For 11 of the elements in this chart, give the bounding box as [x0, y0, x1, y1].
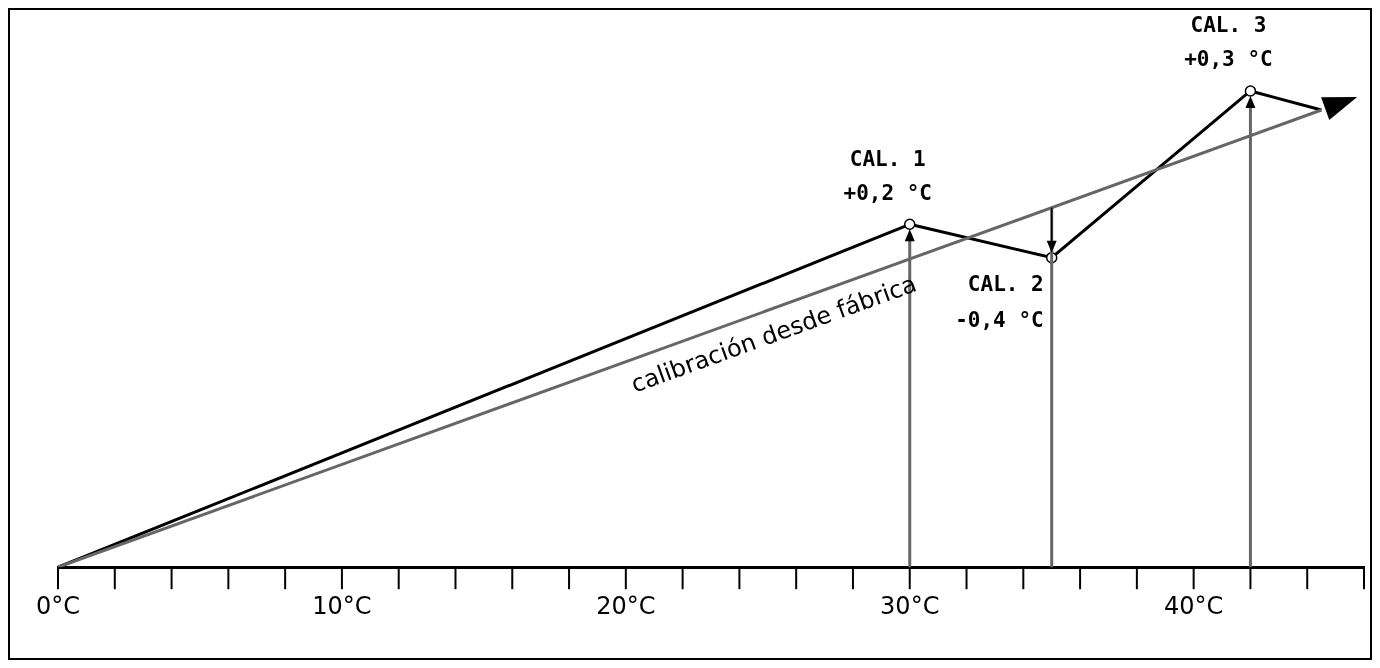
- x-tick-label: 0°C: [36, 591, 81, 620]
- annotation: CAL. 1: [849, 146, 926, 171]
- x-tick-label: 10°C: [312, 591, 372, 620]
- x-tick-label: 20°C: [596, 591, 656, 620]
- x-tick-label: 40°C: [1164, 591, 1224, 620]
- annotation: CAL. 2: [967, 272, 1044, 297]
- annotation: +0,2 °C: [843, 180, 932, 205]
- annotation: -0,4 °C: [955, 308, 1044, 333]
- annotation: CAL. 3: [1190, 13, 1267, 38]
- x-tick-label: 30°C: [880, 591, 940, 620]
- annotation: +0,3 °C: [1184, 47, 1273, 72]
